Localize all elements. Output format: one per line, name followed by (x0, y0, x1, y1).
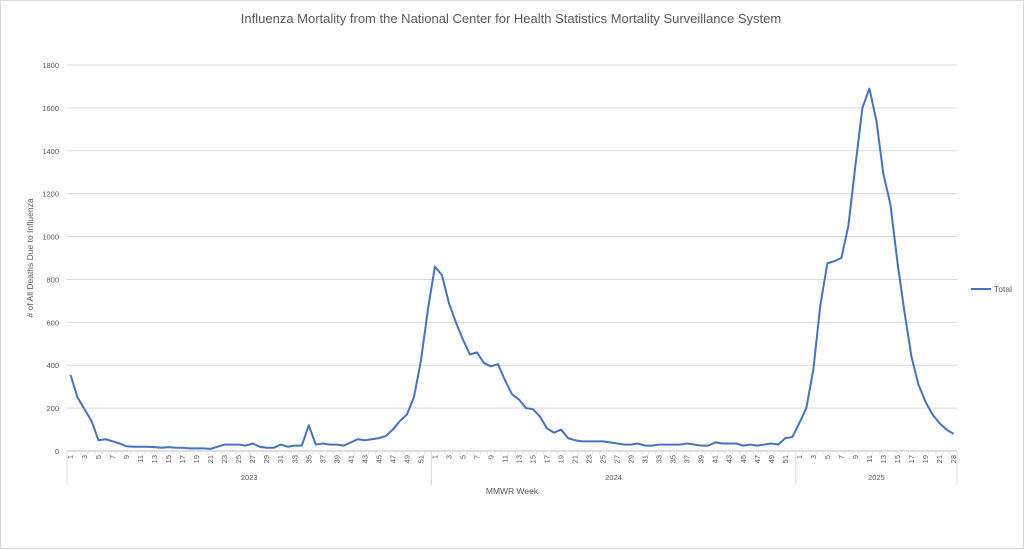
x-tick-label: 31 (276, 455, 285, 463)
x-tick-label: 29 (627, 455, 636, 463)
x-tick-label: 11 (865, 455, 874, 463)
x-tick-label: 9 (122, 455, 131, 459)
x-tick-label: 5 (94, 455, 103, 459)
x-tick-label: 39 (697, 455, 706, 463)
x-tick-label: 15 (529, 455, 538, 463)
grid-lines (67, 64, 957, 409)
y-tick-label: 1800 (42, 61, 59, 70)
x-tick-label: 1 (430, 455, 439, 459)
x-tick-label: 43 (725, 455, 734, 463)
x-tick-label: 51 (781, 455, 790, 463)
x-tick-label: 15 (893, 455, 902, 463)
y-tick-label: 1400 (42, 147, 59, 156)
x-tick-label: 11 (500, 455, 509, 463)
x-tick-label: 15 (164, 455, 173, 463)
x-tick-label: 13 (879, 455, 888, 463)
x-tick-label: 35 (669, 455, 678, 463)
x-tick-label: 19 (557, 455, 566, 463)
y-tick-label: 200 (46, 404, 59, 413)
x-axis-title: MMWR Week (486, 486, 539, 496)
year-label: 2023 (241, 473, 258, 482)
legend: Total (971, 284, 1012, 294)
x-tick-label: 25 (599, 455, 608, 463)
x-tick-label: 7 (472, 455, 481, 459)
year-label: 2024 (605, 473, 622, 482)
y-tick-label: 400 (46, 361, 59, 370)
x-tick-label: 5 (458, 455, 467, 459)
x-tick-label: 45 (374, 455, 383, 463)
x-tick-label: 51 (416, 455, 425, 463)
x-tick-label: 23 (585, 455, 594, 463)
x-tick-label: 27 (248, 455, 257, 463)
x-tick-label: 3 (444, 455, 453, 459)
x-tick-label: 45 (739, 455, 748, 463)
x-tick-label: 41 (346, 455, 355, 463)
x-tick-label: 9 (851, 455, 860, 459)
x-tick-label: 23 (949, 455, 958, 463)
x-tick-label: 5 (823, 455, 832, 459)
x-tick-label: 49 (767, 455, 776, 463)
x-tick-label: 33 (655, 455, 664, 463)
x-tick-label: 9 (486, 455, 495, 459)
x-tick-label: 7 (108, 455, 117, 459)
x-tick-label: 49 (402, 455, 411, 463)
x-tick-label: 21 (206, 455, 215, 463)
x-tick-label: 25 (234, 455, 243, 463)
x-tick-label: 21 (571, 455, 580, 463)
x-tick-label: 21 (935, 455, 944, 463)
x-tick-label: 19 (921, 455, 930, 463)
x-axis: 1 3 5 7 9 11 13 15 17 19 21 23 25 27 29 31 33 35 37 39 41 43 4… (66, 450, 958, 485)
x-tick-label: 23 (220, 455, 229, 463)
x-tick-label: 35 (304, 455, 313, 463)
x-tick-label: 47 (388, 455, 397, 463)
x-tick-label: 29 (262, 455, 271, 463)
y-tick-label: 0 (55, 447, 59, 456)
y-axis-title: # of All Deaths Due to Influenza (25, 198, 35, 317)
y-tick-label: 1200 (42, 190, 59, 199)
x-tick-label: 19 (192, 455, 201, 463)
y-tick-label: 800 (46, 275, 59, 284)
x-tick-label: 3 (80, 455, 89, 459)
x-tick-label: 17 (907, 455, 916, 463)
x-tick-label: 31 (641, 455, 650, 463)
x-tick-label: 3 (809, 455, 818, 459)
chart-title: Influenza Mortality from the National Ce… (241, 11, 781, 26)
x-tick-label: 27 (613, 455, 622, 463)
y-tick-label: 1600 (42, 104, 59, 113)
y-tick-label: 600 (46, 318, 59, 327)
x-tick-label: 11 (136, 455, 145, 463)
x-tick-label: 47 (753, 455, 762, 463)
x-tick-label: 1 (66, 455, 75, 459)
x-tick-label: 1 (795, 455, 804, 459)
y-tick-label: 1000 (42, 233, 59, 242)
x-tick-label: 43 (360, 455, 369, 463)
x-tick-label: 37 (683, 455, 692, 463)
x-tick-label: 39 (332, 455, 341, 463)
x-tick-label: 13 (150, 455, 159, 463)
x-tick-label: 17 (178, 455, 187, 463)
x-tick-label: 37 (318, 455, 327, 463)
x-tick-label: 13 (515, 455, 524, 463)
x-tick-label: 41 (711, 455, 720, 463)
x-tick-label: 17 (543, 455, 552, 463)
year-label: 2025 (868, 473, 885, 482)
y-axis-ticks: 0 200 400 600 800 1000 1200 1400 1600 1800 (42, 61, 59, 456)
legend-label-total: Total (994, 284, 1012, 294)
x-tick-label: 33 (290, 455, 299, 463)
series-line-total (69, 87, 955, 450)
x-tick-label: 7 (837, 455, 846, 459)
